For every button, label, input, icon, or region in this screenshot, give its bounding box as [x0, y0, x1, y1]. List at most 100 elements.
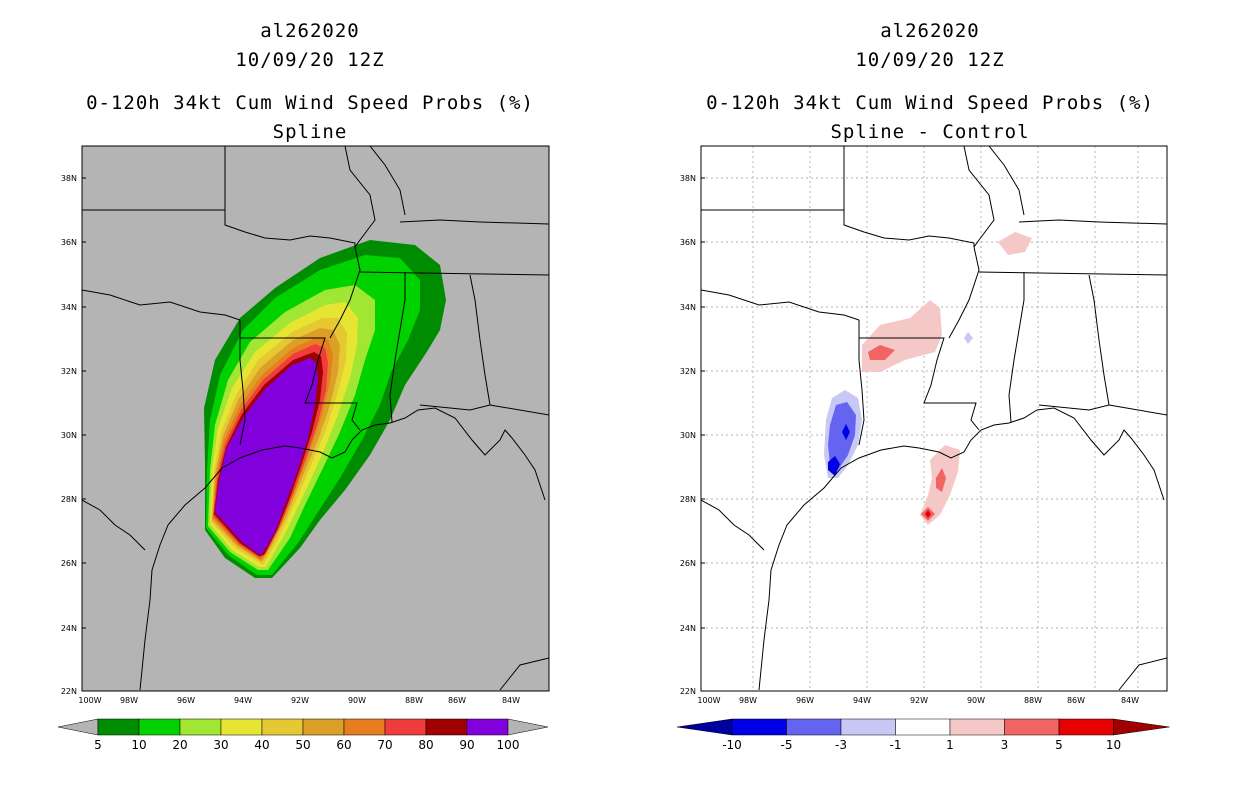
lat-tick-label: 28N — [61, 495, 77, 504]
colorbar-swatch — [138, 718, 181, 736]
colorbar-label: 50 — [295, 738, 310, 752]
left-subtitle: Spline — [272, 121, 348, 143]
tn-border — [978, 271, 1167, 276]
lat-tick-label: 24N — [680, 624, 696, 633]
colorbar-label: 100 — [497, 738, 520, 752]
cuba-outline — [499, 657, 549, 691]
ga-border — [419, 274, 491, 411]
lat-tick-label: 24N — [61, 624, 77, 633]
lon-tick-label: 92W — [910, 696, 928, 705]
left-title: al262020 10/09/20 12Z — [60, 17, 560, 75]
left-storm-id: al262020 — [260, 20, 360, 42]
colorbar-label: 80 — [418, 738, 433, 752]
oklahoma-border — [82, 289, 241, 321]
ky-border — [399, 219, 549, 225]
colorbar-label: -5 — [781, 738, 793, 752]
illinois-border — [988, 146, 1025, 216]
colorbar-swatch — [895, 718, 951, 736]
colorbar-label: 60 — [336, 738, 351, 752]
lat-tick-label: 22N — [61, 687, 77, 696]
mexico-border — [701, 499, 765, 551]
colorbar-label: 30 — [213, 738, 228, 752]
colorbar-label: 10 — [1106, 738, 1121, 752]
lat-tick-label: 34N — [61, 303, 77, 312]
contour-90 — [215, 358, 318, 554]
lat-tick-label: 30N — [680, 431, 696, 440]
al-border — [389, 272, 406, 423]
missouri-border — [843, 146, 995, 248]
colorbar-swatch — [302, 718, 345, 736]
tn-border — [359, 271, 549, 276]
lat-tick-label: 38N — [680, 174, 696, 183]
left-colorbar: 5 10 20 30 40 50 60 70 80 90 100 — [57, 718, 549, 752]
colorbar-label: -3 — [835, 738, 847, 752]
ms-border — [948, 246, 980, 339]
lat-tick-label: 30N — [61, 431, 77, 440]
colorbar-swatch — [179, 718, 222, 736]
colorbar-label: 20 — [172, 738, 187, 752]
colorbar-low-end — [676, 718, 733, 736]
diff-dark-red-gulf — [925, 510, 931, 518]
lat-tick-label: 32N — [680, 367, 696, 376]
lon-tick-label: 94W — [234, 696, 252, 705]
colorbar-swatch — [1058, 718, 1114, 736]
missouri-border — [224, 146, 376, 248]
lon-tick-label: 86W — [1067, 696, 1085, 705]
lon-tick-label: 90W — [967, 696, 985, 705]
colorbar-swatch — [466, 718, 509, 736]
right-product: 0-120h 34kt Cum Wind Speed Probs (%) — [706, 92, 1154, 114]
right-map-frame — [700, 145, 1168, 692]
louisiana-border — [239, 320, 246, 446]
colorbar-label: 10 — [131, 738, 146, 752]
lat-tick-label: 22N — [680, 687, 696, 696]
ga-border — [1038, 274, 1110, 411]
lat-tick-label: 34N — [680, 303, 696, 312]
colorbar-low-end — [57, 718, 99, 736]
ky-border — [1018, 219, 1167, 225]
cuba-outline — [1118, 657, 1167, 691]
lon-tick-label: 84W — [502, 696, 520, 705]
lat-tick-label: 28N — [680, 495, 696, 504]
lat-tick-label: 36N — [61, 238, 77, 247]
colorbar-swatch — [384, 718, 427, 736]
lat-tick-label: 32N — [61, 367, 77, 376]
lat-tick-label: 26N — [61, 559, 77, 568]
right-map-background — [701, 146, 1167, 691]
lon-tick-label: 98W — [739, 696, 757, 705]
right-colorbar: -10 -5 -3 -1 1 3 5 10 — [676, 718, 1170, 752]
colorbar-label: 40 — [254, 738, 269, 752]
coastline — [758, 407, 1165, 691]
colorbar-label: 70 — [377, 738, 392, 752]
colorbar-swatch — [949, 718, 1005, 736]
lon-tick-label: 88W — [1024, 696, 1042, 705]
arkansas-la-border — [240, 337, 361, 431]
colorbar-label: 5 — [1055, 738, 1063, 752]
right-map-boundaries — [701, 146, 1167, 691]
lon-tick-label: 92W — [291, 696, 309, 705]
right-map — [700, 145, 1168, 692]
lon-tick-label: 100W — [78, 696, 101, 705]
right-title: al262020 10/09/20 12Z — [670, 17, 1190, 75]
diff-light-red-tn — [998, 232, 1032, 255]
colorbar-swatch — [261, 718, 304, 736]
oklahoma-border — [701, 289, 860, 321]
lon-tick-label: 98W — [120, 696, 138, 705]
diff-blue-tx — [828, 402, 856, 470]
colorbar-swatch — [220, 718, 263, 736]
colorbar-swatch — [786, 718, 842, 736]
arkansas-la-border — [859, 337, 980, 431]
lon-tick-label: 84W — [1121, 696, 1139, 705]
lon-tick-label: 88W — [405, 696, 423, 705]
lon-tick-label: 96W — [796, 696, 814, 705]
left-subtitle-block: 0-120h 34kt Cum Wind Speed Probs (%) Spl… — [60, 89, 560, 147]
left-map — [81, 145, 550, 692]
colorbar-swatch — [840, 718, 896, 736]
colorbar-high-end — [1113, 718, 1170, 736]
right-storm-id: al262020 — [880, 20, 980, 42]
florida-panhandle — [1108, 404, 1167, 416]
colorbar-swatch — [1004, 718, 1060, 736]
left-map-boundaries — [82, 146, 549, 691]
mexico-border — [82, 499, 146, 551]
